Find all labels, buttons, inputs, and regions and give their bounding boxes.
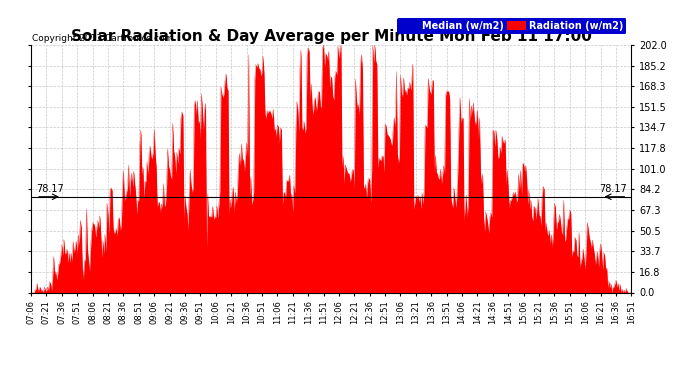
Text: 78.17: 78.17 (36, 184, 64, 194)
Text: 78.17: 78.17 (600, 184, 627, 194)
Text: Copyright 2013 Cartronics.com: Copyright 2013 Cartronics.com (32, 33, 173, 42)
Legend: Median (w/m2), Radiation (w/m2): Median (w/m2), Radiation (w/m2) (397, 18, 627, 33)
Title: Solar Radiation & Day Average per Minute Mon Feb 11 17:00: Solar Radiation & Day Average per Minute… (71, 29, 591, 44)
